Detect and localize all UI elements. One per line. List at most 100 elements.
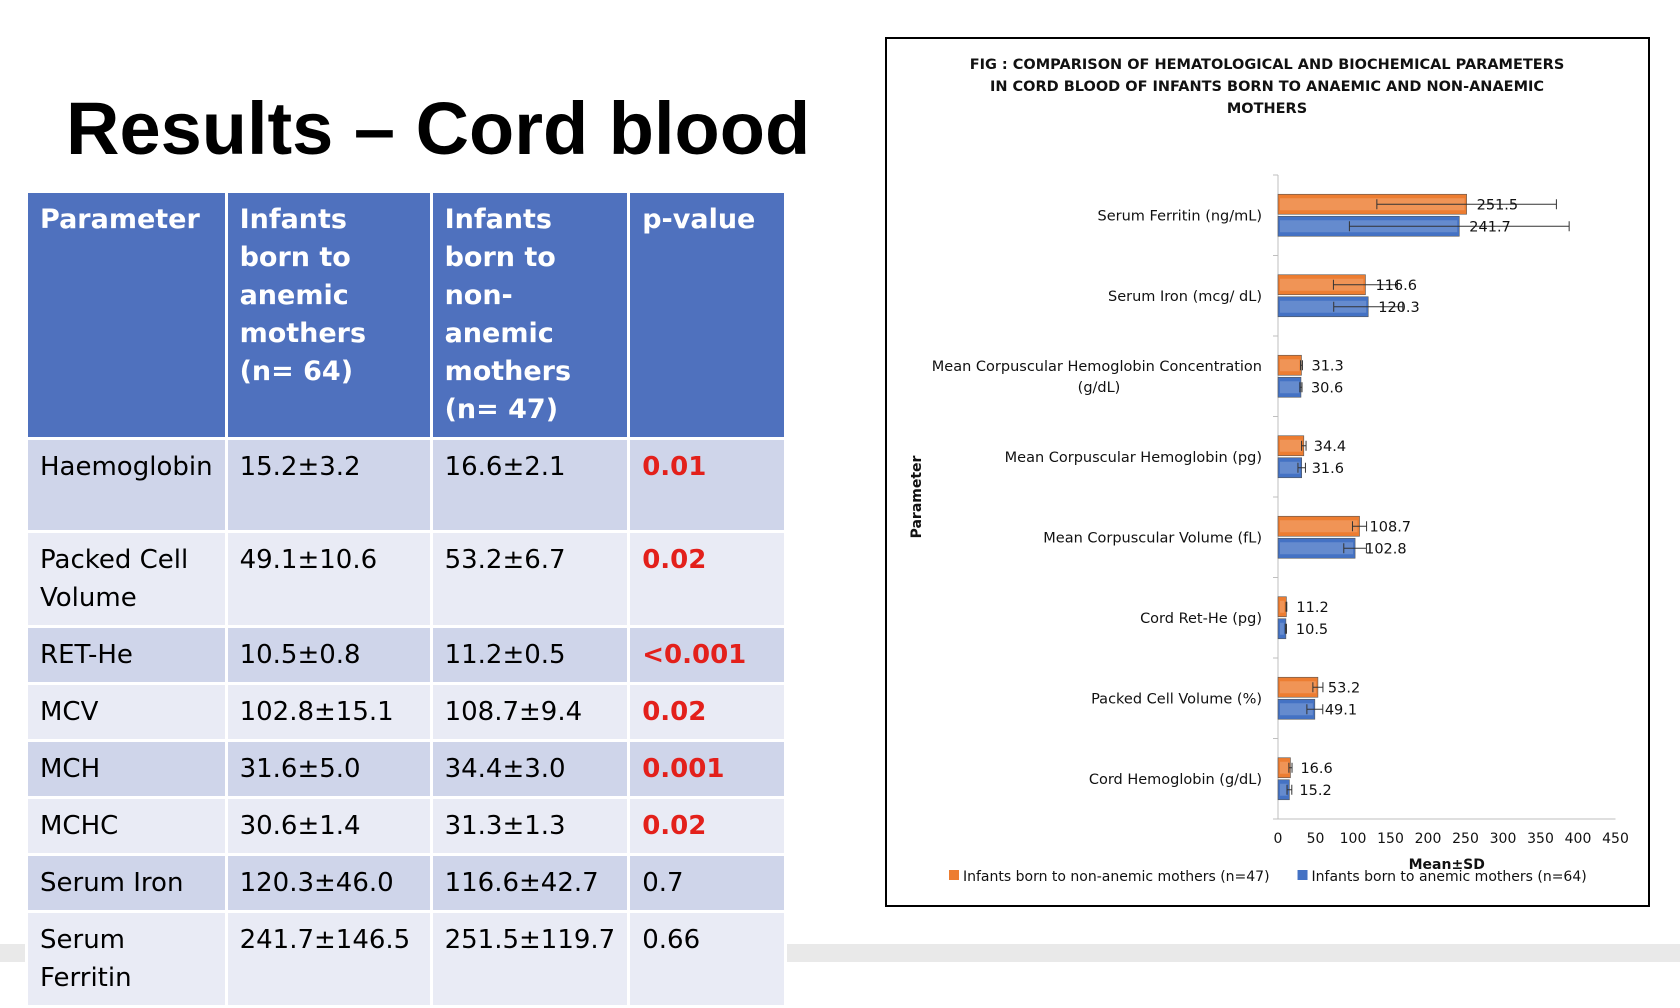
data-label: 102.8 [1365, 541, 1407, 557]
chart-panel: FIG : COMPARISON OF HEMATOLOGICAL AND BI… [885, 37, 1650, 907]
table-row: Haemoglobin 15.2±3.2 16.6±2.1 0.01 [25, 437, 788, 533]
bar-chart: FIG : COMPARISON OF HEMATOLOGICAL AND BI… [909, 57, 1629, 885]
cell-anemic: 31.6±5.0 [224, 739, 433, 799]
x-tick-label: 450 [1602, 831, 1629, 847]
cell-p-value: 0.7 [627, 853, 788, 913]
category-label: (g/dL) [1078, 380, 1121, 396]
bar-highlight [1280, 461, 1300, 474]
bar-highlight [1280, 439, 1302, 452]
legend-label: Infants born to non-anemic mothers (n=47… [963, 869, 1270, 885]
data-label: 49.1 [1325, 702, 1357, 718]
cell-parameter: MCH [25, 739, 228, 799]
table-row: RET-He 10.5±0.8 11.2±0.5 <0.001 [25, 625, 788, 685]
data-label: 15.2 [1299, 783, 1331, 799]
data-label: 31.3 [1311, 358, 1343, 374]
bar-highlight [1280, 198, 1465, 211]
cell-parameter: Haemoglobin [25, 437, 228, 533]
cell-non-anemic: 34.4±3.0 [429, 739, 631, 799]
header-parameter: Parameter [25, 190, 228, 440]
cell-anemic: 241.7±146.5 [224, 910, 433, 1008]
legend-swatch [949, 870, 959, 880]
bar-highlight [1280, 600, 1285, 613]
chart-title-line: IN CORD BLOOD OF INFANTS BORN TO ANAEMIC… [990, 79, 1544, 95]
legend-swatch [1297, 870, 1308, 880]
y-axis-title: Parameter [909, 455, 925, 538]
x-tick-label: 0 [1274, 831, 1283, 847]
data-label: 120.3 [1378, 300, 1420, 316]
table-row: Packed Cell Volume 49.1±10.6 53.2±6.7 0.02 [25, 530, 788, 628]
cell-non-anemic: 108.7±9.4 [429, 682, 631, 742]
data-label: 31.6 [1312, 461, 1344, 477]
bar-highlight [1280, 761, 1289, 774]
cell-p-value: 0.02 [627, 796, 788, 856]
slide-title: Results – Cord blood [66, 87, 811, 170]
bar-highlight [1280, 278, 1364, 291]
cell-non-anemic: 16.6±2.1 [429, 437, 631, 533]
data-label: 10.5 [1296, 622, 1328, 638]
data-label: 241.7 [1469, 219, 1511, 235]
cell-parameter: RET-He [25, 625, 228, 685]
cell-parameter: MCV [25, 682, 228, 742]
cell-non-anemic: 11.2±0.5 [429, 625, 631, 685]
data-label: 53.2 [1328, 680, 1360, 696]
cell-non-anemic: 31.3±1.3 [429, 796, 631, 856]
cell-non-anemic: 116.6±42.7 [429, 853, 631, 913]
cell-p-value: 0.66 [627, 910, 788, 1008]
x-tick-label: 350 [1527, 831, 1554, 847]
bar-highlight [1280, 622, 1284, 635]
data-label: 16.6 [1300, 761, 1332, 777]
cell-parameter: Serum Ferritin [25, 910, 228, 1008]
cell-p-value: 0.02 [627, 682, 788, 742]
table-row: MCV 102.8±15.1 108.7±9.4 0.02 [25, 682, 788, 742]
legend-label: Infants born to anemic mothers (n=64) [1312, 869, 1587, 885]
bar-highlight [1280, 359, 1300, 372]
cell-anemic: 49.1±10.6 [224, 530, 433, 628]
category-label: Packed Cell Volume (%) [1091, 691, 1262, 707]
table-row: MCHC 30.6±1.4 31.3±1.3 0.02 [25, 796, 788, 856]
cell-p-value: 0.02 [627, 530, 788, 628]
chart-title-line: MOTHERS [1227, 101, 1307, 117]
x-axis-title: Mean±SD [1409, 857, 1485, 873]
category-label: Mean Corpuscular Hemoglobin (pg) [1005, 450, 1262, 466]
category-label: Mean Corpuscular Volume (fL) [1043, 530, 1262, 546]
x-tick-label: 200 [1415, 831, 1442, 847]
data-label: 11.2 [1296, 600, 1328, 616]
cell-non-anemic: 53.2±6.7 [429, 530, 631, 628]
cell-p-value: 0.001 [627, 739, 788, 799]
bar-highlight [1280, 783, 1288, 796]
x-tick-label: 50 [1307, 831, 1325, 847]
table-row: Serum Ferritin 241.7±146.5 251.5±119.7 0.66 [25, 910, 788, 1008]
results-table: Parameter Infants born to anemic mothers… [25, 190, 788, 1008]
table-row: Serum Iron 120.3±46.0 116.6±42.7 0.7 [25, 853, 788, 913]
cell-p-value: 0.01 [627, 437, 788, 533]
category-label: Serum Iron (mcg/ dL) [1108, 289, 1262, 305]
bar-highlight [1280, 542, 1354, 555]
bar-highlight [1280, 381, 1299, 394]
table-row: MCH 31.6±5.0 34.4±3.0 0.001 [25, 739, 788, 799]
header-anemic: Infants born to anemic mothers (n= 64) [224, 190, 433, 440]
x-tick-label: 300 [1490, 831, 1517, 847]
chart-title-line: FIG : COMPARISON OF HEMATOLOGICAL AND BI… [970, 57, 1565, 73]
cell-parameter: Packed Cell Volume [25, 530, 228, 628]
table-header-row: Parameter Infants born to anemic mothers… [25, 190, 788, 440]
data-label: 34.4 [1314, 439, 1346, 455]
bar-highlight [1280, 520, 1358, 533]
category-label: Mean Corpuscular Hemoglobin Concentratio… [932, 359, 1262, 375]
x-tick-label: 400 [1565, 831, 1592, 847]
category-label: Serum Ferritin (ng/mL) [1098, 208, 1262, 224]
data-label: 30.6 [1311, 380, 1343, 396]
cell-anemic: 10.5±0.8 [224, 625, 433, 685]
data-label: 116.6 [1375, 278, 1417, 294]
x-tick-label: 100 [1340, 831, 1367, 847]
cell-non-anemic: 251.5±119.7 [429, 910, 631, 1008]
cell-p-value: <0.001 [627, 625, 788, 685]
x-tick-label: 250 [1452, 831, 1479, 847]
data-label: 251.5 [1477, 197, 1519, 213]
data-label: 108.7 [1370, 519, 1412, 535]
bar-highlight [1280, 300, 1367, 313]
category-label: Cord Ret-He (pg) [1140, 611, 1262, 627]
header-non-anemic: Infants born to non-anemic mothers (n= 4… [429, 190, 631, 440]
header-p-value: p-value [627, 190, 788, 440]
cell-anemic: 120.3±46.0 [224, 853, 433, 913]
cell-anemic: 102.8±15.1 [224, 682, 433, 742]
